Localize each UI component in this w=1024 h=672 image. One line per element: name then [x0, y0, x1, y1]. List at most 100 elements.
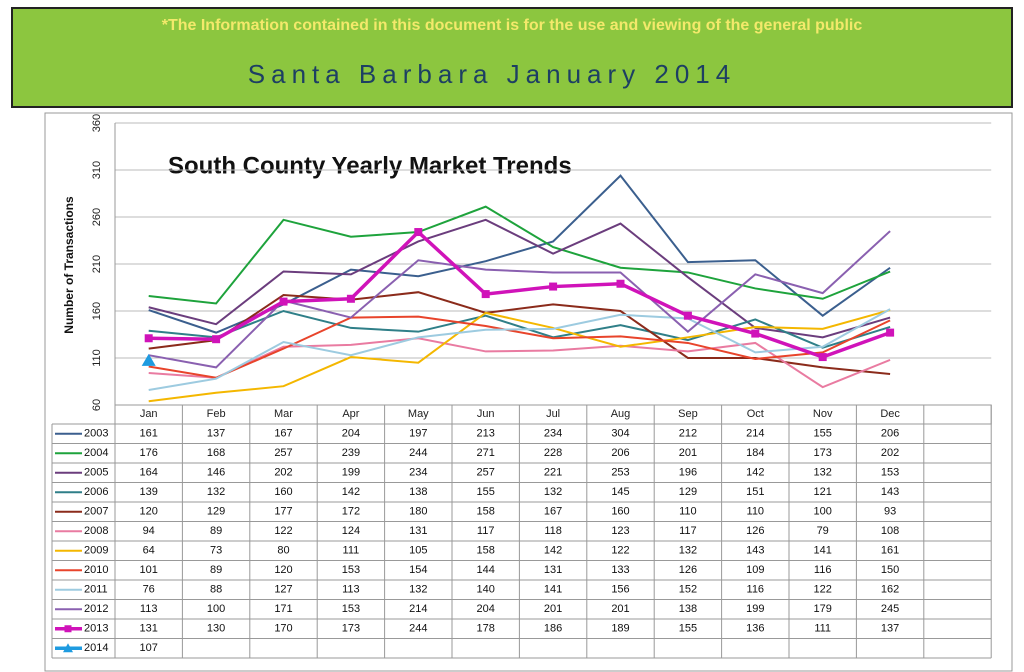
- table-cell: 234: [409, 467, 427, 479]
- table-cell: 113: [342, 584, 360, 596]
- legend-label: 2014: [84, 642, 108, 654]
- marker: [141, 353, 156, 366]
- table-cell: 64: [143, 545, 155, 557]
- table-cell: 111: [814, 623, 831, 635]
- table-cell: 142: [544, 545, 562, 557]
- x-tick-label: Nov: [813, 408, 833, 420]
- table-cell: 214: [409, 603, 427, 615]
- table-cell: 244: [409, 623, 427, 635]
- table-cell: 304: [611, 428, 629, 440]
- table-cell: 141: [544, 584, 562, 596]
- x-tick-label: Dec: [880, 408, 900, 420]
- table-cell: 137: [881, 623, 899, 635]
- table-cell: 116: [814, 564, 832, 576]
- table-cell: 184: [746, 447, 764, 459]
- table-cell: 101: [140, 564, 158, 576]
- x-tick-label: Sep: [678, 408, 698, 420]
- table-cell: 131: [140, 623, 158, 635]
- y-tick-label: 60: [91, 399, 103, 411]
- table-cell: 122: [611, 545, 629, 557]
- legend-label: 2007: [84, 506, 108, 518]
- table-cell: 239: [342, 447, 360, 459]
- page-title: Santa Barbara January 2014: [248, 59, 736, 89]
- table-cell: 153: [881, 467, 899, 479]
- table-cell: 271: [477, 447, 495, 459]
- table-cell: 202: [274, 467, 292, 479]
- table-cell: 201: [544, 603, 562, 615]
- table-cell: 178: [477, 623, 495, 635]
- table-cell: 108: [881, 525, 899, 537]
- table-cell: 94: [143, 525, 155, 537]
- table-cell: 133: [611, 564, 629, 576]
- table-cell: 138: [409, 486, 427, 498]
- table-cell: 137: [207, 428, 225, 440]
- table-cell: 204: [342, 428, 360, 440]
- table-cell: 199: [746, 603, 764, 615]
- table-cell: 142: [342, 486, 360, 498]
- table-cell: 117: [477, 525, 495, 537]
- table-cell: 164: [140, 467, 158, 479]
- table-cell: 155: [679, 623, 697, 635]
- table-cell: 88: [210, 584, 222, 596]
- marker: [616, 279, 625, 288]
- table-cell: 124: [342, 525, 360, 537]
- legend-label: 2005: [84, 467, 108, 479]
- table-cell: 146: [207, 467, 225, 479]
- y-tick-label: 360: [91, 114, 103, 132]
- table-cell: 176: [140, 447, 158, 459]
- marker: [481, 290, 490, 299]
- table-cell: 136: [746, 623, 764, 635]
- table-cell: 79: [817, 525, 829, 537]
- notice: *The Information contained in this docum…: [162, 17, 863, 34]
- table-cell: 132: [544, 486, 562, 498]
- table-cell: 122: [814, 584, 832, 596]
- table-cell: 155: [477, 486, 495, 498]
- table-cell: 132: [409, 584, 427, 596]
- table-cell: 107: [140, 642, 158, 654]
- marker: [212, 335, 221, 344]
- series-line: [148, 315, 891, 379]
- x-tick-label: Jul: [546, 408, 560, 420]
- table-cell: 161: [881, 545, 899, 557]
- table-cell: 180: [409, 506, 427, 518]
- table-cell: 173: [342, 623, 360, 635]
- table-cell: 162: [881, 584, 899, 596]
- table-cell: 127: [274, 584, 292, 596]
- marker: [549, 282, 558, 291]
- table-cell: 111: [343, 545, 360, 557]
- y-tick-label: 160: [91, 302, 103, 320]
- table-cell: 110: [747, 506, 765, 518]
- table-cell: 150: [881, 564, 899, 576]
- table-cell: 123: [611, 525, 629, 537]
- table-cell: 168: [207, 447, 225, 459]
- table-cell: 120: [274, 564, 292, 576]
- series-line: [148, 205, 891, 305]
- table-cell: 120: [140, 506, 158, 518]
- x-tick-label: Jan: [140, 408, 158, 420]
- table-cell: 257: [477, 467, 495, 479]
- table-cell: 189: [611, 623, 629, 635]
- table-cell: 105: [409, 545, 427, 557]
- table-cell: 129: [207, 506, 225, 518]
- marker: [346, 294, 355, 303]
- marker: [683, 311, 692, 320]
- table-cell: 140: [477, 584, 495, 596]
- table-cell: 155: [814, 428, 832, 440]
- legend-label: 2011: [84, 584, 108, 596]
- legend-label: 2012: [84, 603, 108, 615]
- table-cell: 154: [409, 564, 427, 576]
- x-tick-label: Feb: [207, 408, 226, 420]
- table-cell: 202: [881, 447, 899, 459]
- table-cell: 110: [679, 506, 697, 518]
- legend-label: 2013: [84, 623, 108, 635]
- table-cell: 131: [409, 525, 427, 537]
- marker: [818, 353, 827, 362]
- series-line: [148, 308, 891, 391]
- table-cell: 153: [342, 603, 360, 615]
- chart-frame: [44, 112, 1013, 672]
- table-cell: 201: [679, 447, 697, 459]
- table-cell: 160: [274, 486, 292, 498]
- y-tick-label: 260: [91, 208, 103, 226]
- y-tick-label: 310: [91, 161, 103, 179]
